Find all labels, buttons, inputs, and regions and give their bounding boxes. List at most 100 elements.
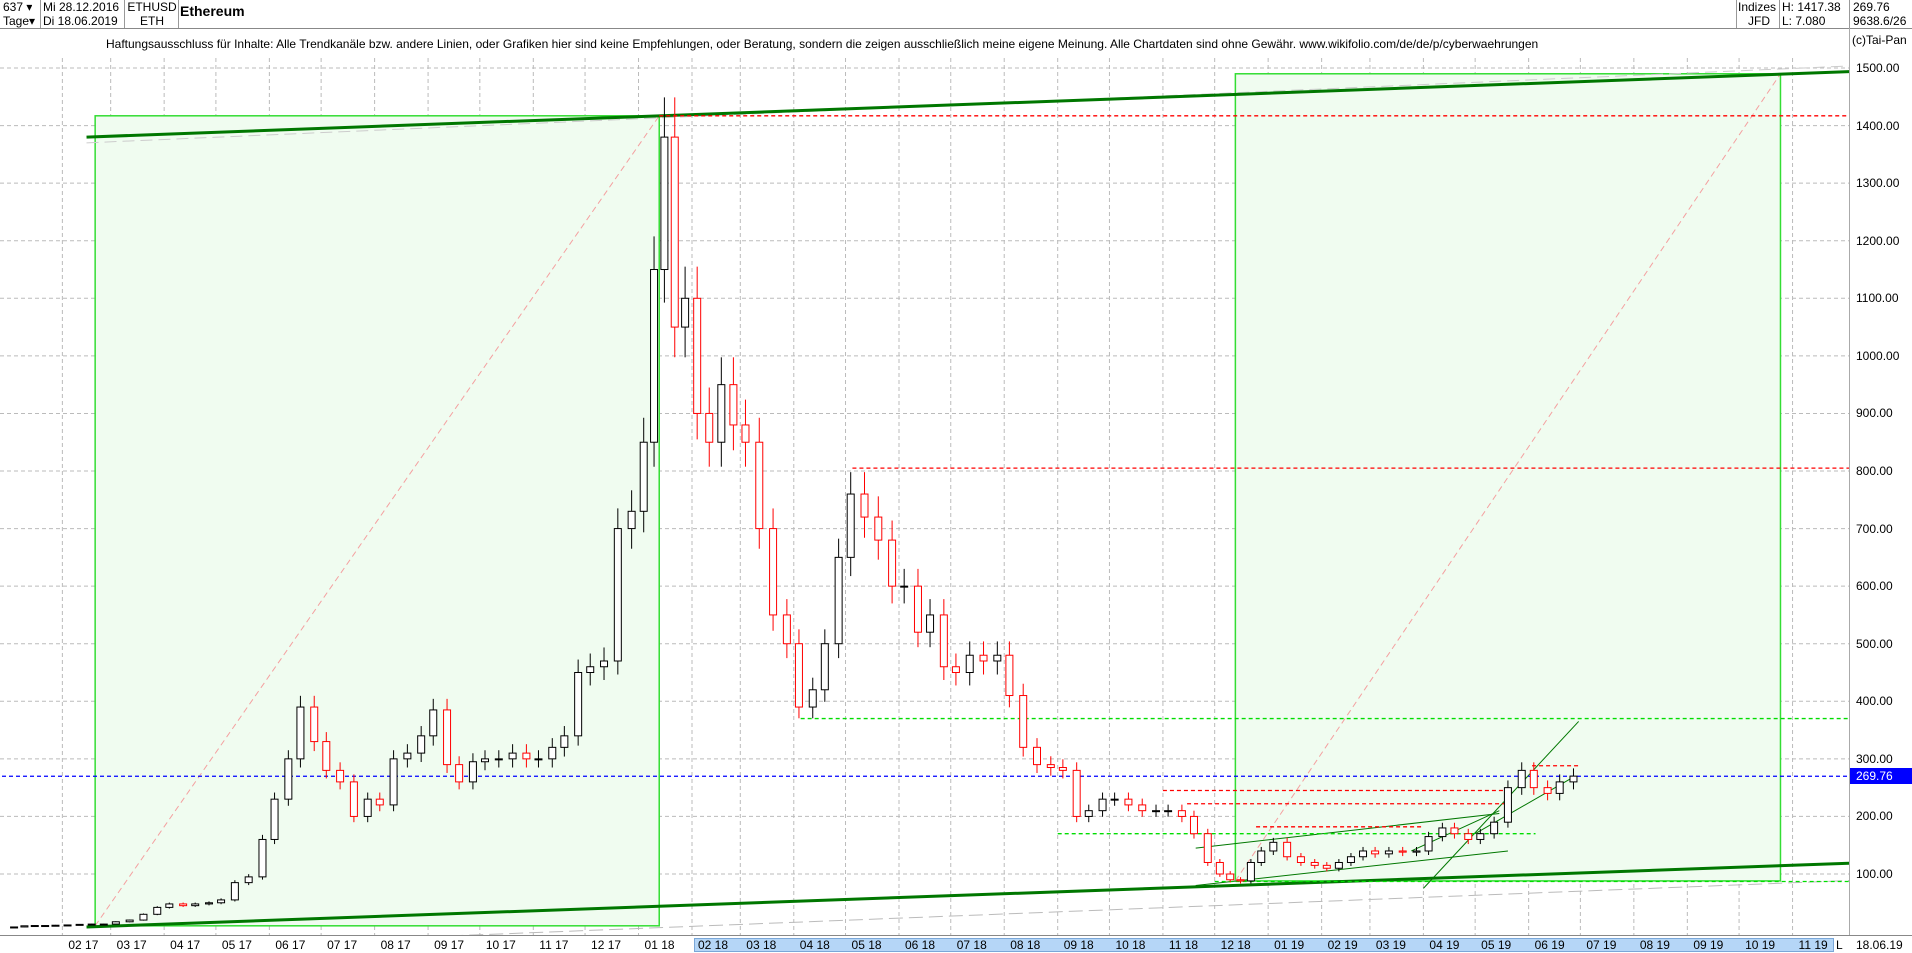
x-tick-label: 08 19 — [1639, 938, 1670, 952]
y-tick-label: 1400.00 — [1856, 118, 1900, 133]
candle-body — [900, 585, 909, 588]
bars-count-dropdown[interactable]: 637 ▾ — [3, 1, 32, 14]
candle-body — [681, 297, 690, 328]
candle-body — [494, 758, 503, 761]
y-tick-label: 400.00 — [1856, 694, 1893, 709]
candle-body — [363, 798, 372, 817]
candle-body — [125, 919, 134, 923]
y-tick-label: 200.00 — [1856, 809, 1893, 824]
diagonal-line — [1234, 73, 1781, 882]
y-tick-label: 1500.00 — [1856, 61, 1900, 76]
candle-body — [574, 672, 583, 737]
y-tick-label: 300.00 — [1856, 751, 1893, 766]
period: Tage — [3, 15, 30, 28]
candle-body — [1084, 810, 1093, 817]
candle-body — [508, 752, 517, 760]
candle-body — [1236, 879, 1245, 882]
candle-body — [111, 921, 120, 925]
candle-body — [670, 136, 679, 328]
candle-body — [741, 424, 750, 443]
candle-body — [1424, 836, 1433, 852]
y-tick-label: 1000.00 — [1856, 348, 1900, 363]
x-tick-label: 08 17 — [380, 938, 411, 952]
x-tick-label: 09 18 — [1063, 938, 1094, 952]
y-tick-label: 800.00 — [1856, 464, 1893, 478]
candle-body — [270, 798, 279, 840]
candle-body — [705, 412, 714, 443]
last-price-label: 269.76 — [1850, 768, 1912, 785]
candle-body — [375, 798, 384, 806]
y-tick-label: 1200.00 — [1856, 233, 1900, 248]
low-value: L: 7.080 — [1782, 15, 1826, 28]
axis-mode[interactable]: L — [1836, 938, 1843, 952]
candle-body — [846, 493, 855, 558]
candle-body — [1098, 798, 1107, 812]
candle-body — [1346, 856, 1355, 863]
candle-body — [1334, 861, 1343, 869]
x-tick-label: 12 17 — [591, 938, 622, 952]
diagonal-line — [94, 115, 660, 927]
candle-body — [1019, 695, 1028, 748]
chevron-down-icon: ▾ — [26, 1, 33, 14]
candle-body — [1269, 841, 1278, 852]
time-axis[interactable]: 02 17 03 17 04 17 05 17 06 17 07 17 08 17 09 17… — [0, 935, 1912, 953]
candle-body — [1257, 850, 1266, 863]
y-tick-label: 600.00 — [1856, 579, 1893, 594]
candle-body — [139, 913, 148, 921]
x-tick-label: 10 17 — [485, 938, 516, 952]
period-dropdown[interactable]: Tage▾ — [3, 15, 35, 28]
candle-body — [979, 654, 988, 662]
candle-body — [808, 689, 817, 708]
candle-body — [1046, 764, 1055, 768]
candle-body — [153, 906, 162, 915]
candle-body — [1246, 861, 1255, 882]
y-tick-label: 900.00 — [1856, 406, 1893, 421]
candle-body — [534, 758, 543, 761]
candle-body — [1124, 798, 1133, 806]
candle-body — [1529, 769, 1538, 789]
candle-body — [660, 136, 669, 271]
date-to[interactable]: Di 18.06.2019 — [43, 15, 118, 28]
candle-body — [1490, 821, 1499, 835]
candle-body — [755, 441, 764, 530]
candle-body — [165, 903, 174, 908]
date-from[interactable]: Mi 28.12.2016 — [43, 1, 120, 14]
candle-body — [481, 758, 489, 763]
candle-body — [1152, 810, 1161, 813]
candle-body — [834, 556, 843, 645]
x-tick-label: 03 19 — [1375, 938, 1406, 952]
x-tick-label: 11 17 — [539, 938, 569, 952]
candle-body — [296, 706, 305, 760]
candle-body — [1215, 861, 1224, 875]
candle-body — [1555, 781, 1564, 794]
candle-body — [627, 510, 636, 530]
bars-count: 637 — [3, 1, 24, 14]
x-tick-label: 09 17 — [434, 938, 465, 952]
candle-body — [322, 741, 331, 771]
candle-body — [1283, 841, 1292, 858]
candle-body — [613, 528, 622, 662]
candle-body — [417, 735, 426, 754]
candle-body — [1371, 850, 1380, 855]
candle-body — [600, 660, 609, 668]
y-tick-label: 500.00 — [1856, 636, 1893, 651]
candle-body — [1110, 798, 1119, 801]
candle-body — [1569, 775, 1578, 783]
chart-header: 637 ▾ Tage▾ Mi 28.12.2016 Di 18.06.2019 … — [0, 0, 1912, 29]
x-tick-label: 10 19 — [1745, 938, 1776, 952]
candle-body — [179, 903, 188, 907]
x-tick-label: 03 17 — [116, 938, 147, 952]
y-tick-label: 100.00 — [1856, 867, 1893, 881]
candle-body — [1310, 861, 1319, 866]
candle-body — [1164, 810, 1173, 813]
candle-body — [429, 709, 438, 737]
x-tick-label: 07 18 — [956, 938, 987, 952]
price-chart[interactable] — [0, 0, 1849, 935]
candle-body — [820, 643, 829, 691]
candle-body — [522, 752, 531, 760]
candle-body — [639, 441, 648, 512]
candle-body — [99, 923, 108, 926]
y-tick-label: 700.00 — [1856, 521, 1893, 536]
x-tick-label: 02 19 — [1327, 938, 1358, 952]
high-value: H: 1417.38 — [1782, 1, 1841, 14]
